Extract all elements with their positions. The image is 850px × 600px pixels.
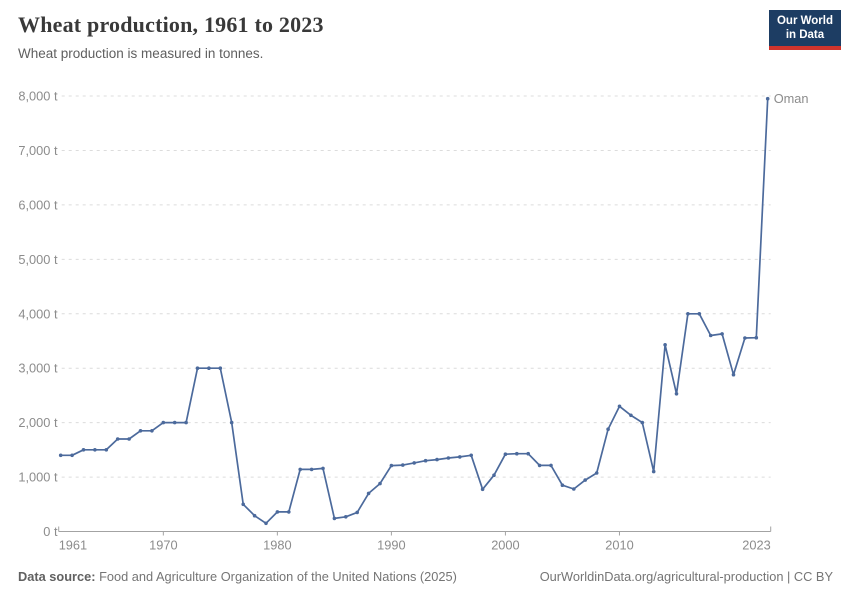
data-point[interactable] xyxy=(58,453,63,458)
data-point[interactable] xyxy=(651,469,656,474)
data-point[interactable] xyxy=(344,515,348,519)
data-point[interactable] xyxy=(218,366,223,371)
data-point[interactable] xyxy=(446,456,451,460)
data-point[interactable] xyxy=(708,333,713,338)
data-point[interactable] xyxy=(743,336,747,340)
y-axis-tick-label: 5,000 t xyxy=(18,252,58,267)
chart-footer: Data source: Food and Agriculture Organi… xyxy=(18,569,833,584)
data-point[interactable] xyxy=(93,448,97,452)
attribution[interactable]: OurWorldinData.org/agricultural-producti… xyxy=(539,569,833,584)
x-axis-tick-label: 2023 xyxy=(742,538,770,553)
data-point[interactable] xyxy=(401,463,405,467)
data-point[interactable] xyxy=(526,451,530,456)
data-point[interactable] xyxy=(366,491,371,496)
data-point[interactable] xyxy=(389,463,394,468)
logo-text-line1: Our World xyxy=(776,15,833,27)
data-point[interactable] xyxy=(138,429,143,433)
data-point[interactable] xyxy=(378,481,382,486)
data-point[interactable] xyxy=(754,335,759,340)
data-point[interactable] xyxy=(195,366,200,371)
data-point[interactable] xyxy=(515,451,519,456)
y-axis-tick-label: 2,000 t xyxy=(18,415,58,430)
data-point[interactable] xyxy=(412,461,417,465)
data-point[interactable] xyxy=(127,437,131,441)
data-point[interactable] xyxy=(606,427,610,432)
data-point[interactable] xyxy=(697,312,702,316)
data-point[interactable] xyxy=(640,420,645,425)
entity-label-oman[interactable]: Oman xyxy=(774,91,809,106)
data-source-label: Data source: xyxy=(18,569,96,584)
x-axis-tick-label: 1990 xyxy=(377,538,405,553)
data-point[interactable] xyxy=(70,453,74,458)
data-source: Data source: Food and Agriculture Organi… xyxy=(18,569,457,584)
y-axis-tick-label: 1,000 t xyxy=(18,470,58,485)
data-point[interactable] xyxy=(104,448,109,452)
data-point[interactable] xyxy=(731,372,736,377)
data-point[interactable] xyxy=(355,510,360,515)
data-point[interactable] xyxy=(332,516,337,521)
chart-subtitle: Wheat production is measured in tonnes. xyxy=(18,46,264,61)
data-point[interactable] xyxy=(503,452,508,457)
data-point[interactable] xyxy=(423,458,428,463)
data-point[interactable] xyxy=(150,429,154,433)
y-axis-tick-label: 0 t xyxy=(43,524,58,539)
data-point[interactable] xyxy=(172,420,177,425)
x-axis-tick-label: 2000 xyxy=(491,538,519,553)
data-source-text: Food and Agriculture Organization of the… xyxy=(95,569,457,584)
data-point[interactable] xyxy=(321,466,325,471)
data-point[interactable] xyxy=(184,420,188,425)
data-point[interactable] xyxy=(207,366,211,371)
y-axis-tick-label: 8,000 t xyxy=(18,89,58,104)
x-axis-tick-label: 1980 xyxy=(263,538,291,553)
data-point[interactable] xyxy=(287,510,291,514)
data-point[interactable] xyxy=(663,343,667,347)
data-point[interactable] xyxy=(115,437,120,441)
data-point[interactable] xyxy=(480,487,485,492)
data-point[interactable] xyxy=(161,420,166,425)
x-axis-tick-label: 1961 xyxy=(59,538,87,553)
data-point[interactable] xyxy=(252,513,257,518)
y-axis-tick-label: 3,000 t xyxy=(18,361,58,376)
logo-text-line2: in Data xyxy=(785,28,825,41)
data-point[interactable] xyxy=(229,420,234,425)
y-axis-tick-label: 7,000 t xyxy=(18,143,58,158)
data-point[interactable] xyxy=(594,471,599,475)
data-point[interactable] xyxy=(241,502,245,507)
data-point[interactable] xyxy=(458,455,462,459)
data-point[interactable] xyxy=(583,478,587,482)
data-point[interactable] xyxy=(549,463,553,468)
data-point[interactable] xyxy=(309,467,314,472)
data-point[interactable] xyxy=(629,413,633,418)
data-point[interactable] xyxy=(298,467,303,472)
data-point[interactable] xyxy=(572,487,576,491)
data-point[interactable] xyxy=(435,457,439,462)
data-point[interactable] xyxy=(560,483,565,488)
owid-logo[interactable]: Our World in Data xyxy=(768,10,841,50)
data-point[interactable] xyxy=(720,332,724,336)
data-point[interactable] xyxy=(537,463,542,468)
data-point[interactable] xyxy=(674,392,679,396)
data-point[interactable] xyxy=(765,96,770,101)
y-axis-tick-label: 6,000 t xyxy=(18,197,58,212)
y-axis-tick-label: 4,000 t xyxy=(18,306,58,321)
page-title: Wheat production, 1961 to 2023 xyxy=(18,12,324,37)
data-point[interactable] xyxy=(275,510,280,514)
x-axis-tick-label: 1970 xyxy=(149,538,177,553)
data-point[interactable] xyxy=(686,312,690,316)
data-point[interactable] xyxy=(617,404,622,409)
data-point[interactable] xyxy=(492,473,496,478)
data-point[interactable] xyxy=(469,453,474,458)
data-point[interactable] xyxy=(264,521,268,526)
data-point[interactable] xyxy=(81,448,86,452)
oman-series-line[interactable] xyxy=(59,97,769,525)
x-axis-tick-label: 2010 xyxy=(605,538,633,553)
